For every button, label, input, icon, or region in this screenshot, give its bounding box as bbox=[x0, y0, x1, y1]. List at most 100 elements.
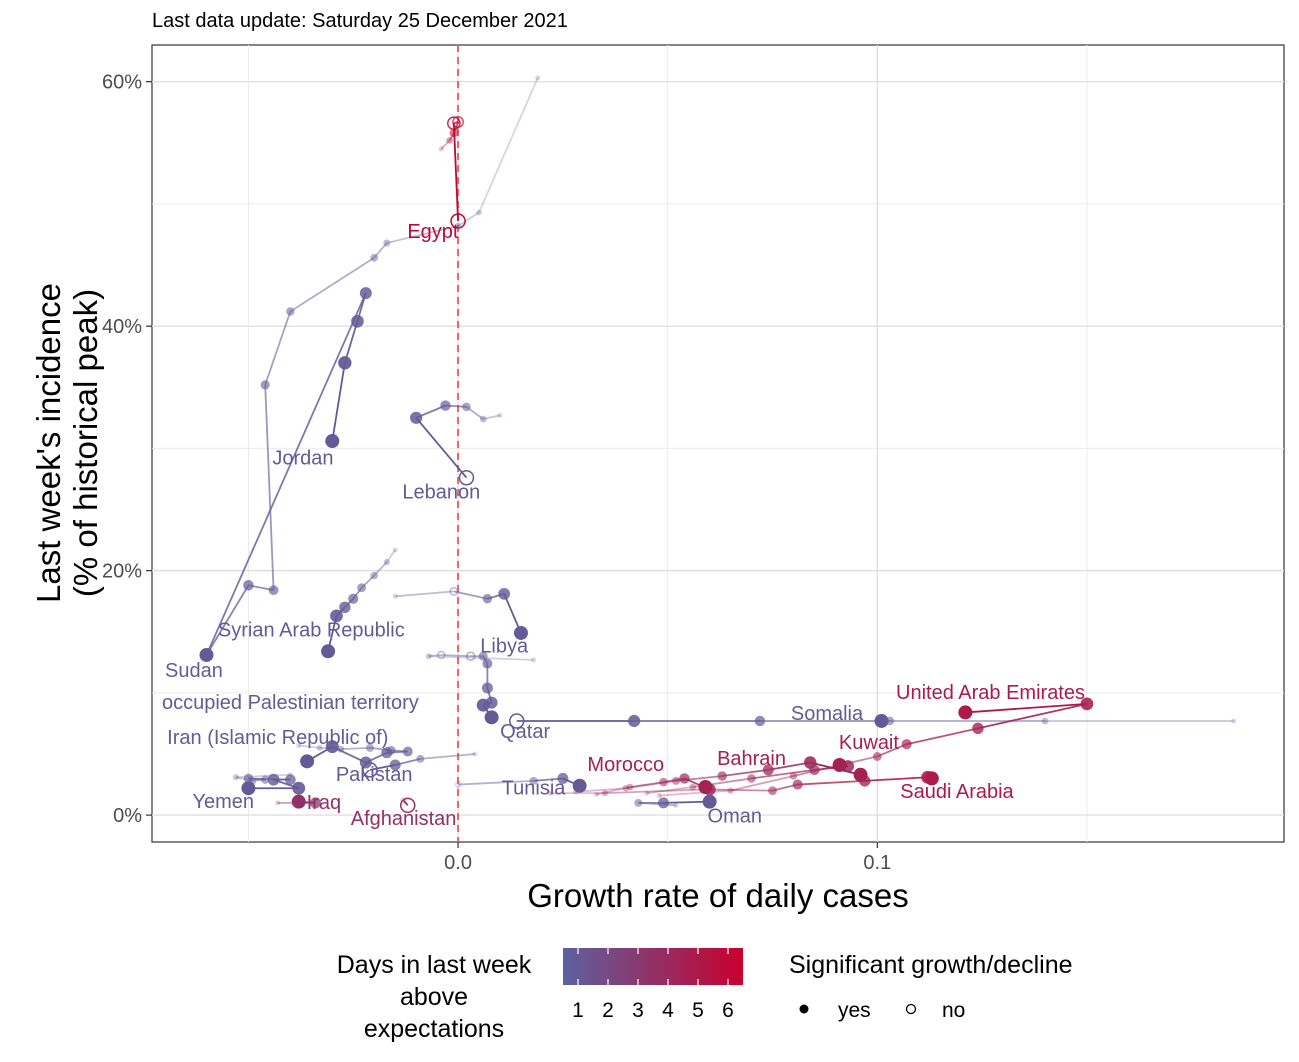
data-point bbox=[199, 647, 214, 662]
data-point bbox=[747, 774, 756, 783]
color-legend-title-line-3: expectations bbox=[364, 1015, 504, 1043]
data-point bbox=[803, 756, 817, 769]
data-point bbox=[901, 739, 912, 750]
trail-segment bbox=[298, 744, 320, 749]
data-point bbox=[476, 698, 490, 712]
data-point bbox=[482, 593, 493, 604]
data-point bbox=[440, 400, 451, 411]
trail-segment bbox=[440, 139, 451, 150]
country-label: Iran (Islamic Republic of) bbox=[167, 727, 388, 749]
data-point bbox=[357, 583, 367, 593]
data-point-open bbox=[465, 651, 476, 661]
country-label: Egypt bbox=[407, 221, 459, 243]
data-point bbox=[449, 128, 459, 138]
y-axis-title: Last week's incidence (% of historical p… bbox=[30, 283, 104, 603]
country-label: Syrian Arab Republic bbox=[218, 620, 405, 642]
country-label: Lebanon bbox=[402, 482, 480, 504]
data-point-open bbox=[458, 469, 475, 486]
data-point-open bbox=[437, 650, 446, 660]
trail-segment bbox=[604, 788, 706, 795]
data-point bbox=[626, 783, 634, 791]
trail-segment bbox=[452, 123, 459, 222]
data-point bbox=[754, 715, 766, 727]
data-point bbox=[628, 714, 641, 728]
data-point bbox=[348, 593, 359, 604]
trail-segment bbox=[453, 590, 488, 600]
data-point bbox=[338, 356, 352, 370]
trail-segment bbox=[751, 768, 815, 780]
data-point bbox=[285, 774, 296, 785]
trail-segment bbox=[420, 753, 475, 760]
y-tick-label: 0% bbox=[113, 805, 142, 827]
x-axis-ticks: 0.0 0.1 bbox=[444, 842, 891, 874]
trail-segment bbox=[768, 761, 811, 771]
data-point bbox=[698, 779, 713, 794]
y-axis-title-line-2: (% of historical peak) bbox=[67, 289, 104, 597]
data-point-open bbox=[450, 213, 466, 229]
country-label: Jordan bbox=[272, 447, 333, 469]
trail-segment bbox=[402, 799, 409, 806]
legend-tick-label: 1 bbox=[572, 999, 584, 1022]
data-point bbox=[689, 783, 697, 791]
trail-segment bbox=[264, 311, 292, 386]
data-point bbox=[513, 625, 528, 640]
y-axis-title-line-1: Last week's incidence bbox=[30, 283, 67, 603]
trail-segment bbox=[876, 743, 908, 758]
data-point-open bbox=[400, 797, 407, 804]
data-point bbox=[366, 743, 375, 752]
data-point bbox=[479, 415, 487, 423]
data-point bbox=[243, 580, 254, 591]
data-point bbox=[634, 798, 643, 807]
data-point bbox=[392, 547, 398, 553]
data-point-open bbox=[447, 116, 461, 131]
legend-no-label: no bbox=[942, 999, 965, 1022]
data-point bbox=[370, 571, 378, 580]
country-label: Sudan bbox=[165, 660, 223, 682]
legend-no-marker bbox=[905, 1003, 917, 1015]
country-label: Kuwait bbox=[839, 732, 899, 754]
trail-segment bbox=[343, 321, 359, 364]
x-tick-label: 0.0 bbox=[444, 852, 472, 874]
trail-segment bbox=[977, 702, 1088, 730]
trail-segment bbox=[797, 779, 865, 786]
data-point bbox=[286, 307, 295, 316]
country-label: United Arab Emirates bbox=[896, 682, 1085, 704]
trail-segment bbox=[730, 775, 794, 792]
trail-segment bbox=[415, 417, 468, 479]
country-label: Pakistan bbox=[336, 764, 413, 786]
data-point bbox=[656, 793, 662, 799]
trail-segment bbox=[264, 384, 275, 591]
data-point bbox=[832, 757, 847, 772]
data-point bbox=[535, 75, 541, 81]
data-point bbox=[351, 314, 364, 328]
data-point bbox=[478, 651, 488, 661]
data-point bbox=[1080, 697, 1094, 711]
data-point bbox=[872, 752, 882, 761]
trail-segment bbox=[646, 786, 693, 794]
data-point bbox=[484, 710, 499, 725]
legend-tick-label: 6 bbox=[722, 999, 734, 1022]
shape-legend-title: Significant growth/decline bbox=[789, 951, 1073, 979]
trail-segment bbox=[373, 242, 388, 259]
data-point bbox=[924, 771, 939, 786]
legend-tick-label: 2 bbox=[602, 999, 614, 1022]
data-point bbox=[292, 781, 306, 795]
data-point bbox=[359, 287, 372, 300]
legend-yes-label: yes bbox=[838, 999, 871, 1022]
data-point bbox=[601, 789, 608, 797]
data-point bbox=[261, 775, 270, 784]
data-point bbox=[497, 412, 503, 418]
data-point bbox=[410, 411, 423, 424]
data-point bbox=[762, 764, 774, 776]
data-point bbox=[370, 253, 379, 262]
data-point bbox=[859, 775, 871, 787]
trail-segment bbox=[659, 789, 731, 797]
x-axis-title: Growth rate of daily cases bbox=[527, 877, 909, 914]
data-point bbox=[673, 802, 679, 808]
country-labels: Egypt Jordan Lebanon Syrian Arab Republic Li… bbox=[162, 221, 1085, 830]
country-label: Saudi Arabia bbox=[900, 781, 1014, 803]
data-point bbox=[659, 777, 668, 787]
data-point bbox=[672, 776, 681, 785]
